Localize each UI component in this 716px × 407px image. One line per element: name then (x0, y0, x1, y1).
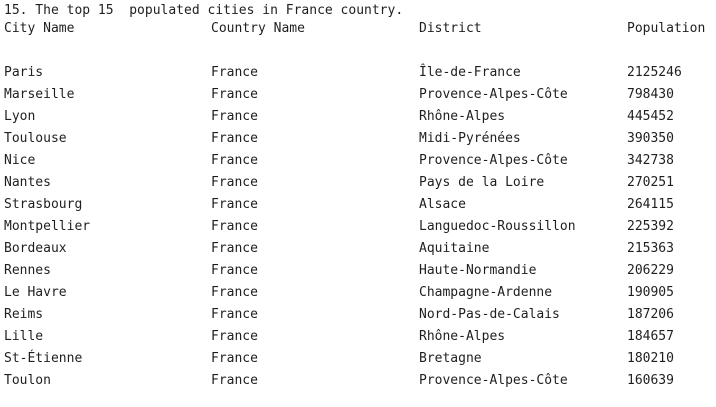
district-cell: Midi-Pyrénées (419, 131, 521, 146)
blank-line (4, 43, 716, 65)
console-output: 15. The top 15 populated cities in Franc… (4, 3, 716, 395)
table-row: Toulon France Provence-Alpes-Côte 160639 (4, 373, 716, 395)
header-country-name: Country Name (211, 21, 305, 36)
country-name-cell: France (211, 285, 258, 300)
header-district: District (419, 21, 482, 36)
population-cell: 187206 (627, 307, 674, 322)
district-cell: Champagne-Ardenne (419, 285, 553, 300)
city-name-cell: Toulouse (4, 131, 67, 146)
country-name-cell: France (211, 351, 258, 366)
district-cell: Alsace (419, 197, 466, 212)
table-row: Strasbourg France Alsace 264115 (4, 197, 716, 219)
city-name-cell: Lille (4, 329, 44, 344)
table-row: Lyon France Rhône-Alpes 445452 (4, 109, 716, 131)
country-name-cell: France (211, 307, 258, 322)
district-cell: Languedoc-Roussillon (419, 219, 576, 234)
output-title-text: 15. The top 15 populated cities in Franc… (4, 3, 404, 18)
population-cell: 390350 (627, 131, 674, 146)
district-cell: Nord-Pas-de-Calais (419, 307, 560, 322)
table-header: City Name Country Name District Populati… (4, 21, 716, 43)
population-cell: 445452 (627, 109, 674, 124)
population-cell: 160639 (627, 373, 674, 388)
table-row: Nantes France Pays de la Loire 270251 (4, 175, 716, 197)
country-name-cell: France (211, 197, 258, 212)
country-name-cell: France (211, 329, 258, 344)
city-name-cell: Bordeaux (4, 241, 67, 256)
city-name-cell: Nantes (4, 175, 51, 190)
table-row: Bordeaux France Aquitaine 215363 (4, 241, 716, 263)
population-cell: 798430 (627, 87, 674, 102)
country-name-cell: France (211, 65, 258, 80)
population-cell: 180210 (627, 351, 674, 366)
country-name-cell: France (211, 263, 258, 278)
population-cell: 264115 (627, 197, 674, 212)
district-cell: Aquitaine (419, 241, 490, 256)
table-row: Paris France Île-de-France 2125246 (4, 65, 716, 87)
population-cell: 342738 (627, 153, 674, 168)
city-name-cell: Rennes (4, 263, 51, 278)
table-row: Toulouse France Midi-Pyrénées 390350 (4, 131, 716, 153)
country-name-cell: France (211, 219, 258, 234)
district-cell: Provence-Alpes-Côte (419, 373, 568, 388)
table-row: Reims France Nord-Pas-de-Calais 187206 (4, 307, 716, 329)
table-row: Montpellier France Languedoc-Roussillon 225… (4, 219, 716, 241)
table-body: Paris France Île-de-France 2125246 Marseille… (4, 65, 716, 395)
city-name-cell: Toulon (4, 373, 51, 388)
city-name-cell: Strasbourg (4, 197, 83, 212)
table-row: St-Étienne France Bretagne 180210 (4, 351, 716, 373)
header-population: Population (627, 21, 706, 36)
table-row: Nice France Provence-Alpes-Côte 342738 (4, 153, 716, 175)
district-cell: Île-de-France (419, 65, 521, 80)
population-cell: 206229 (627, 263, 674, 278)
city-name-cell: Le Havre (4, 285, 67, 300)
city-name-cell: Paris (4, 65, 44, 80)
header-city-name: City Name (4, 21, 75, 36)
population-cell: 215363 (627, 241, 674, 256)
country-name-cell: France (211, 87, 258, 102)
table-row: Rennes France Haute-Normandie 206229 (4, 263, 716, 285)
output-title: 15. The top 15 populated cities in Franc… (4, 3, 716, 21)
city-name-cell: Montpellier (4, 219, 91, 234)
country-name-cell: France (211, 373, 258, 388)
city-name-cell: Reims (4, 307, 44, 322)
district-cell: Rhône-Alpes (419, 329, 506, 344)
table-row: Marseille France Provence-Alpes-Côte 798430 (4, 87, 716, 109)
district-cell: Provence-Alpes-Côte (419, 87, 568, 102)
population-cell: 184657 (627, 329, 674, 344)
district-cell: Haute-Normandie (419, 263, 537, 278)
city-name-cell: Lyon (4, 109, 36, 124)
population-cell: 225392 (627, 219, 674, 234)
population-cell: 2125246 (627, 65, 682, 80)
table-row: Le Havre France Champagne-Ardenne 190905 (4, 285, 716, 307)
district-cell: Rhône-Alpes (419, 109, 506, 124)
country-name-cell: France (211, 153, 258, 168)
table-row: Lille France Rhône-Alpes 184657 (4, 329, 716, 351)
country-name-cell: France (211, 175, 258, 190)
city-name-cell: Marseille (4, 87, 75, 102)
country-name-cell: France (211, 131, 258, 146)
district-cell: Pays de la Loire (419, 175, 545, 190)
district-cell: Provence-Alpes-Côte (419, 153, 568, 168)
population-cell: 270251 (627, 175, 674, 190)
district-cell: Bretagne (419, 351, 482, 366)
country-name-cell: France (211, 109, 258, 124)
country-name-cell: France (211, 241, 258, 256)
city-name-cell: St-Étienne (4, 351, 83, 366)
city-name-cell: Nice (4, 153, 36, 168)
population-cell: 190905 (627, 285, 674, 300)
